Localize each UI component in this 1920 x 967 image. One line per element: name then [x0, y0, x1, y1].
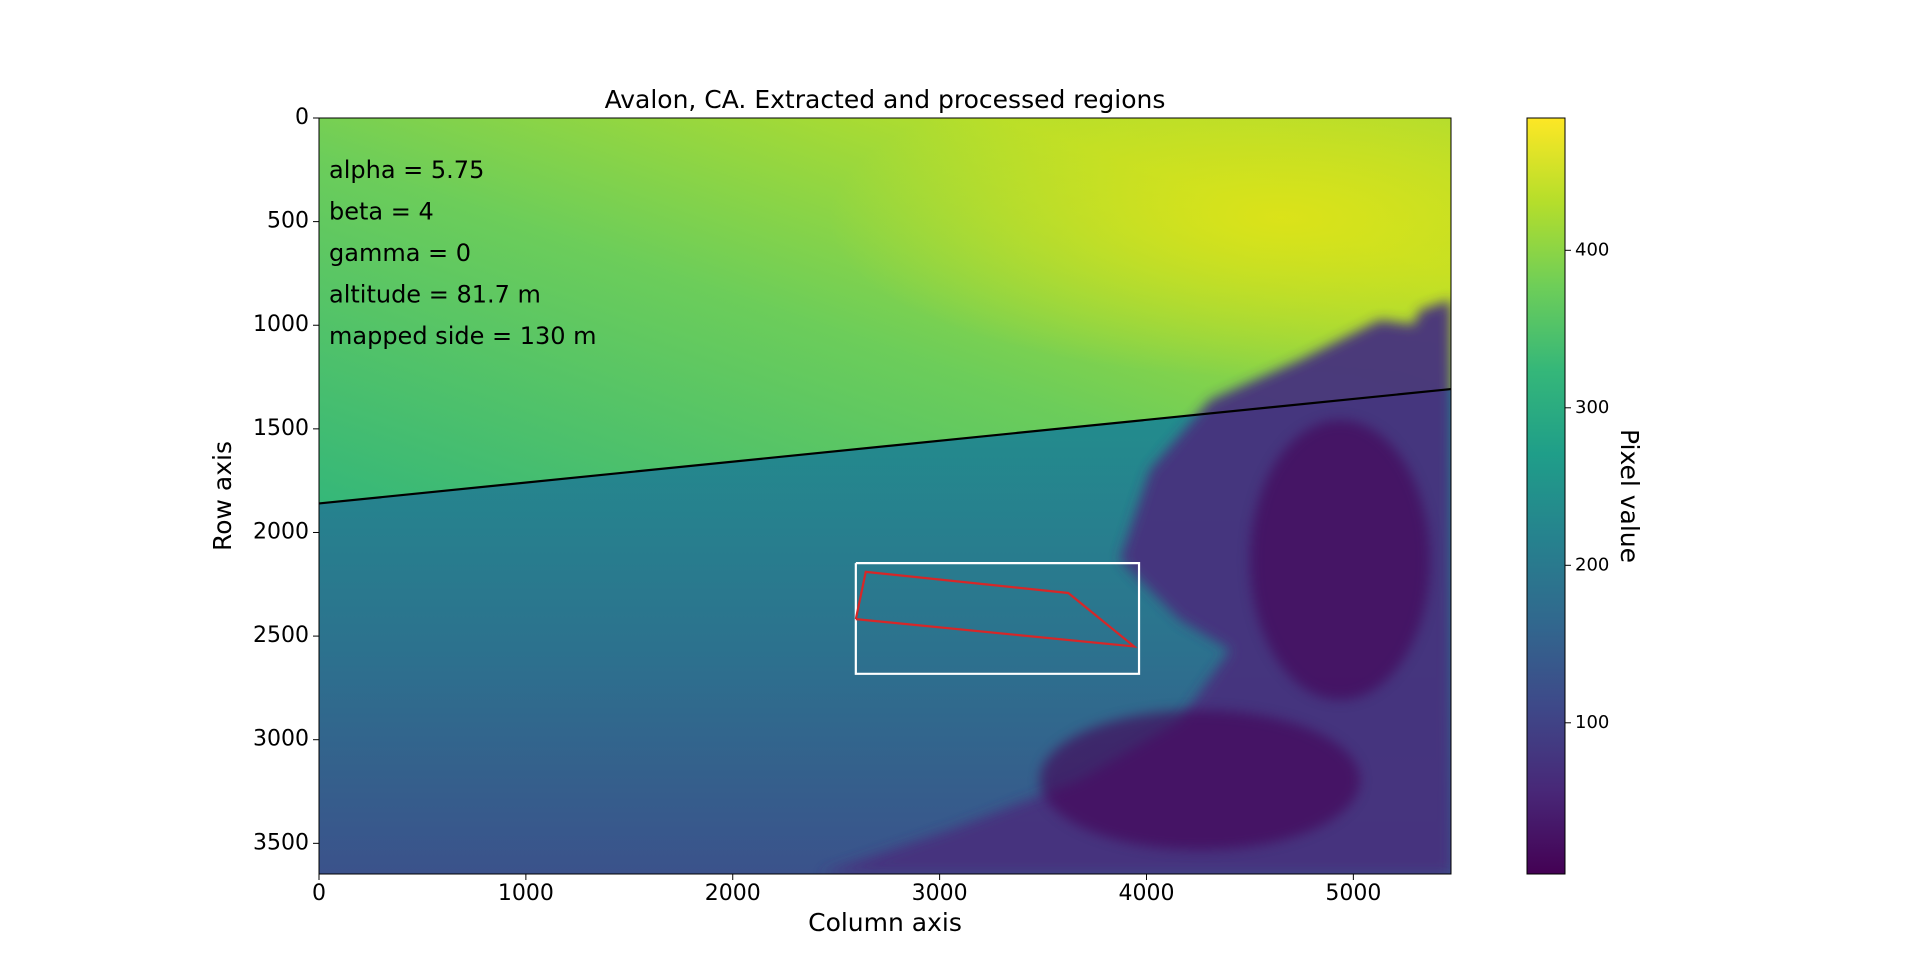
y-tick-label: 1500 [253, 416, 309, 441]
y-tick-label: 500 [267, 209, 309, 234]
y-tick-label: 0 [295, 105, 309, 130]
image [319, 118, 1451, 874]
x-tick-label: 0 [312, 881, 326, 906]
overlay-line [854, 562, 1141, 675]
x-tick-label: 5000 [1325, 881, 1381, 906]
annotation: alpha = 5.75 [329, 156, 484, 184]
y-tick-label: 1000 [253, 312, 309, 337]
colorbar-tick-label: 400 [1575, 239, 1609, 260]
colorbar-tick-label: 200 [1575, 554, 1609, 575]
x-tick-label: 4000 [1118, 881, 1174, 906]
colorbar-tick-label: 300 [1575, 397, 1609, 418]
y-tick-label: 2500 [253, 623, 309, 648]
overlay-line [318, 387, 1452, 505]
y-tick-label: 3500 [253, 830, 309, 855]
x-tick-label: 1000 [498, 881, 554, 906]
annotation: altitude = 81.7 m [329, 281, 541, 309]
annotation: mapped side = 130 m [329, 322, 597, 350]
colorbar-label: Pixel value [1615, 429, 1644, 563]
y-axis-label: Row axis [208, 441, 237, 551]
x-tick-label: 3000 [912, 881, 968, 906]
colorbar-tick-label: 100 [1575, 712, 1609, 733]
y-tick-label: 3000 [253, 727, 309, 752]
chart-title: Avalon, CA. Extracted and processed regi… [605, 85, 1166, 114]
plot [318, 387, 1452, 675]
colorbar [1526, 117, 1566, 875]
annotation: beta = 4 [329, 198, 434, 226]
axes-frame [318, 117, 1452, 875]
annotation: gamma = 0 [329, 239, 471, 267]
x-tick-label: 2000 [705, 881, 761, 906]
overlay-line [854, 570, 1138, 648]
x-axis-label: Column axis [808, 908, 962, 937]
y-tick-label: 2000 [253, 519, 309, 544]
